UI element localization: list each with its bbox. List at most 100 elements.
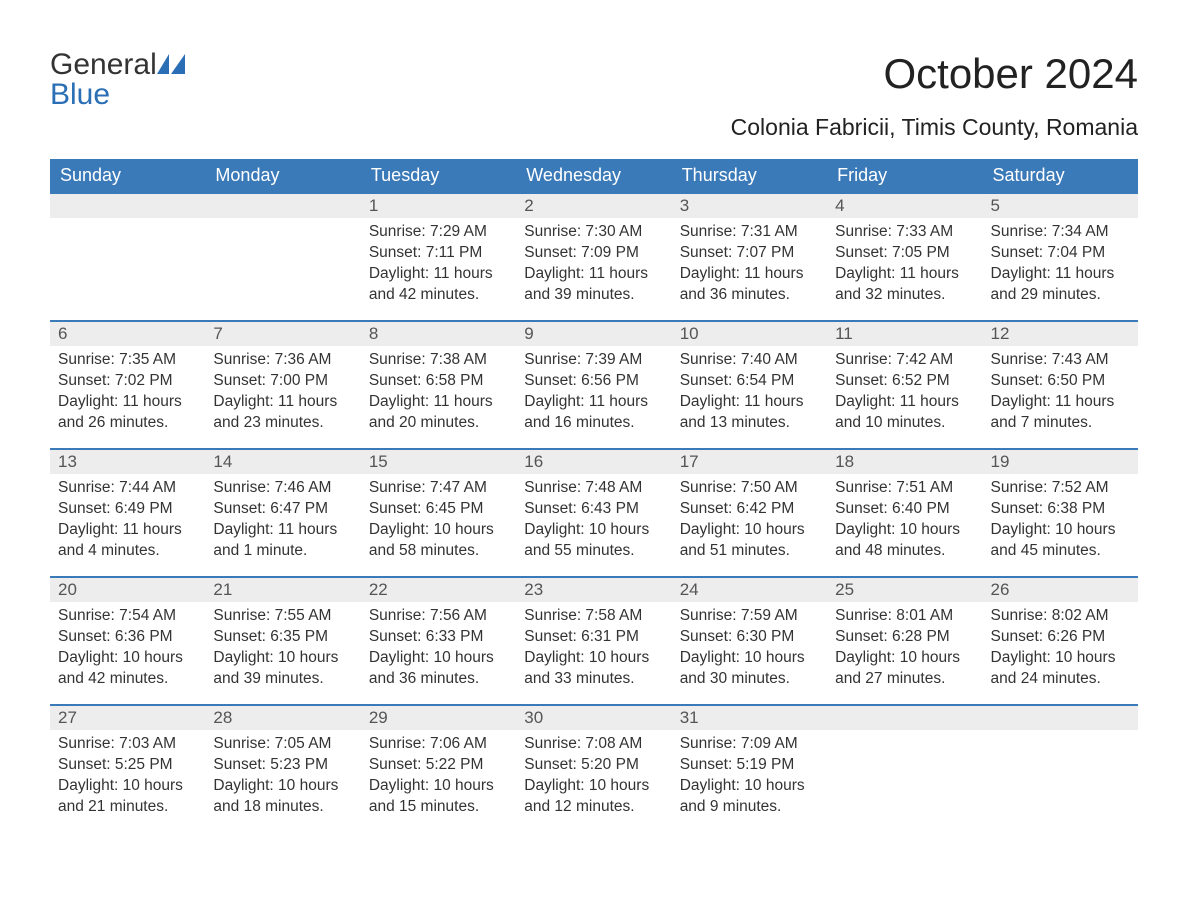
calendar-day-cell: 22Sunrise: 7:56 AMSunset: 6:33 PMDayligh… — [361, 576, 516, 704]
weekday-sunday: Sunday — [50, 159, 205, 192]
day-number: 23 — [516, 576, 671, 602]
daylight-line-1: Daylight: 11 hours — [524, 392, 663, 413]
calendar-day-cell: 9Sunrise: 7:39 AMSunset: 6:56 PMDaylight… — [516, 320, 671, 448]
calendar-day-cell: 26Sunrise: 8:02 AMSunset: 6:26 PMDayligh… — [983, 576, 1138, 704]
daylight-line-1: Daylight: 10 hours — [680, 520, 819, 541]
weekday-saturday: Saturday — [983, 159, 1138, 192]
calendar-week-row: 20Sunrise: 7:54 AMSunset: 6:36 PMDayligh… — [50, 576, 1138, 704]
day-number: 7 — [205, 320, 360, 346]
daylight-line-2: and 39 minutes. — [524, 285, 663, 306]
sunrise-line: Sunrise: 7:08 AM — [524, 734, 663, 755]
month-title: October 2024 — [731, 50, 1138, 98]
daylight-line-1: Daylight: 10 hours — [58, 648, 197, 669]
day-body: Sunrise: 7:05 AMSunset: 5:23 PMDaylight:… — [205, 730, 360, 826]
daylight-line-2: and 26 minutes. — [58, 413, 197, 434]
day-number — [50, 192, 205, 218]
sunset-line: Sunset: 6:43 PM — [524, 499, 663, 520]
daylight-line-2: and 48 minutes. — [835, 541, 974, 562]
day-number: 8 — [361, 320, 516, 346]
calendar-day-cell: 15Sunrise: 7:47 AMSunset: 6:45 PMDayligh… — [361, 448, 516, 576]
day-body: Sunrise: 7:51 AMSunset: 6:40 PMDaylight:… — [827, 474, 982, 570]
calendar-day-cell: 31Sunrise: 7:09 AMSunset: 5:19 PMDayligh… — [672, 704, 827, 832]
day-number — [205, 192, 360, 218]
sunset-line: Sunset: 5:20 PM — [524, 755, 663, 776]
daylight-line-1: Daylight: 10 hours — [991, 648, 1130, 669]
brand-word2: Blue — [50, 78, 110, 111]
day-body: Sunrise: 7:58 AMSunset: 6:31 PMDaylight:… — [516, 602, 671, 698]
day-number: 21 — [205, 576, 360, 602]
sunrise-line: Sunrise: 7:48 AM — [524, 478, 663, 499]
daylight-line-2: and 58 minutes. — [369, 541, 508, 562]
day-body: Sunrise: 7:06 AMSunset: 5:22 PMDaylight:… — [361, 730, 516, 826]
day-body: Sunrise: 7:42 AMSunset: 6:52 PMDaylight:… — [827, 346, 982, 442]
day-number: 24 — [672, 576, 827, 602]
sunset-line: Sunset: 6:45 PM — [369, 499, 508, 520]
day-body: Sunrise: 7:29 AMSunset: 7:11 PMDaylight:… — [361, 218, 516, 314]
sunset-line: Sunset: 6:49 PM — [58, 499, 197, 520]
daylight-line-1: Daylight: 11 hours — [58, 392, 197, 413]
daylight-line-2: and 20 minutes. — [369, 413, 508, 434]
location-label: Colonia Fabricii, Timis County, Romania — [731, 114, 1138, 141]
sunset-line: Sunset: 5:22 PM — [369, 755, 508, 776]
sunset-line: Sunset: 6:36 PM — [58, 627, 197, 648]
sunset-line: Sunset: 7:07 PM — [680, 243, 819, 264]
calendar-day-cell: 10Sunrise: 7:40 AMSunset: 6:54 PMDayligh… — [672, 320, 827, 448]
calendar-day-cell: 6Sunrise: 7:35 AMSunset: 7:02 PMDaylight… — [50, 320, 205, 448]
daylight-line-2: and 9 minutes. — [680, 797, 819, 818]
daylight-line-1: Daylight: 10 hours — [835, 648, 974, 669]
sunrise-line: Sunrise: 7:31 AM — [680, 222, 819, 243]
daylight-line-2: and 15 minutes. — [369, 797, 508, 818]
sunrise-line: Sunrise: 7:54 AM — [58, 606, 197, 627]
day-number: 5 — [983, 192, 1138, 218]
sunset-line: Sunset: 6:26 PM — [991, 627, 1130, 648]
calendar-day-cell: 11Sunrise: 7:42 AMSunset: 6:52 PMDayligh… — [827, 320, 982, 448]
sunset-line: Sunset: 7:11 PM — [369, 243, 508, 264]
calendar-day-cell — [827, 704, 982, 832]
sunset-line: Sunset: 6:35 PM — [213, 627, 352, 648]
sunset-line: Sunset: 7:09 PM — [524, 243, 663, 264]
daylight-line-1: Daylight: 10 hours — [680, 776, 819, 797]
day-number: 14 — [205, 448, 360, 474]
day-body: Sunrise: 7:34 AMSunset: 7:04 PMDaylight:… — [983, 218, 1138, 314]
sunset-line: Sunset: 5:23 PM — [213, 755, 352, 776]
sunset-line: Sunset: 6:50 PM — [991, 371, 1130, 392]
day-body: Sunrise: 7:40 AMSunset: 6:54 PMDaylight:… — [672, 346, 827, 442]
sunset-line: Sunset: 6:58 PM — [369, 371, 508, 392]
sunset-line: Sunset: 6:33 PM — [369, 627, 508, 648]
daylight-line-2: and 7 minutes. — [991, 413, 1130, 434]
calendar-day-cell: 25Sunrise: 8:01 AMSunset: 6:28 PMDayligh… — [827, 576, 982, 704]
day-number: 31 — [672, 704, 827, 730]
sunset-line: Sunset: 7:00 PM — [213, 371, 352, 392]
daylight-line-2: and 12 minutes. — [524, 797, 663, 818]
day-number: 1 — [361, 192, 516, 218]
sunrise-line: Sunrise: 7:56 AM — [369, 606, 508, 627]
day-body — [50, 218, 205, 230]
day-body: Sunrise: 7:46 AMSunset: 6:47 PMDaylight:… — [205, 474, 360, 570]
day-body: Sunrise: 7:59 AMSunset: 6:30 PMDaylight:… — [672, 602, 827, 698]
day-body: Sunrise: 8:02 AMSunset: 6:26 PMDaylight:… — [983, 602, 1138, 698]
daylight-line-2: and 39 minutes. — [213, 669, 352, 690]
day-number: 10 — [672, 320, 827, 346]
daylight-line-1: Daylight: 10 hours — [991, 520, 1130, 541]
day-body — [827, 730, 982, 742]
sunset-line: Sunset: 6:30 PM — [680, 627, 819, 648]
sunrise-line: Sunrise: 7:51 AM — [835, 478, 974, 499]
weekday-thursday: Thursday — [672, 159, 827, 192]
sunset-line: Sunset: 6:47 PM — [213, 499, 352, 520]
day-body: Sunrise: 7:55 AMSunset: 6:35 PMDaylight:… — [205, 602, 360, 698]
daylight-line-2: and 23 minutes. — [213, 413, 352, 434]
calendar-day-cell: 28Sunrise: 7:05 AMSunset: 5:23 PMDayligh… — [205, 704, 360, 832]
daylight-line-2: and 1 minute. — [213, 541, 352, 562]
day-number: 20 — [50, 576, 205, 602]
daylight-line-1: Daylight: 10 hours — [835, 520, 974, 541]
daylight-line-2: and 36 minutes. — [680, 285, 819, 306]
calendar-day-cell: 13Sunrise: 7:44 AMSunset: 6:49 PMDayligh… — [50, 448, 205, 576]
day-number: 29 — [361, 704, 516, 730]
daylight-line-1: Daylight: 11 hours — [213, 520, 352, 541]
day-number: 2 — [516, 192, 671, 218]
sunrise-line: Sunrise: 7:03 AM — [58, 734, 197, 755]
daylight-line-2: and 13 minutes. — [680, 413, 819, 434]
sunrise-line: Sunrise: 7:06 AM — [369, 734, 508, 755]
calendar-day-cell: 19Sunrise: 7:52 AMSunset: 6:38 PMDayligh… — [983, 448, 1138, 576]
sunrise-line: Sunrise: 7:47 AM — [369, 478, 508, 499]
